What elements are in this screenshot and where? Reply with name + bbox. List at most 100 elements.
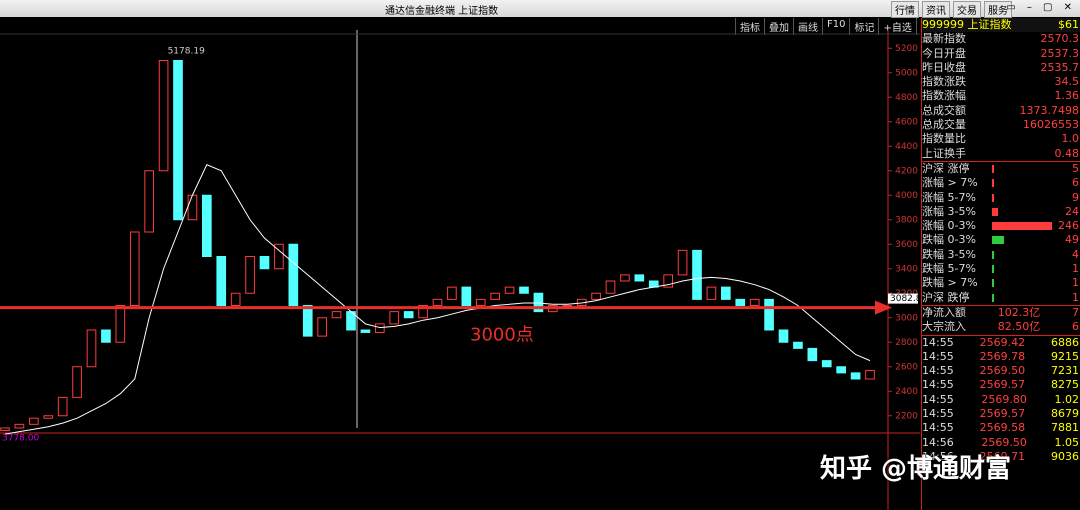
breadth-value: 49 xyxy=(1065,233,1079,247)
ma-line xyxy=(4,163,871,435)
candle-body xyxy=(86,329,97,368)
candle-body xyxy=(29,417,39,425)
breadth-row: 涨幅 0-3% 246 xyxy=(922,219,1080,233)
row-value: 1373.7498 xyxy=(1019,103,1080,117)
quote-row: 总成交量 16026553 xyxy=(922,118,1080,132)
candle-body xyxy=(432,298,443,306)
breadth-label: 沪深 涨停 xyxy=(922,161,970,175)
breadth-label: 跌幅 3-5% xyxy=(922,247,976,261)
breadth-value: 4 xyxy=(1072,247,1079,261)
candle-body xyxy=(807,347,818,362)
candle-body xyxy=(288,243,299,306)
toolbar-button[interactable]: 标记 xyxy=(849,18,878,35)
candle-body xyxy=(620,274,630,282)
candle-body xyxy=(331,311,342,319)
menu-item[interactable]: 交易 xyxy=(953,1,981,18)
quote-row: 总成交额 1373.7498 xyxy=(922,104,1080,118)
menu: 行情 资讯 交易 服务 xyxy=(891,1,1012,18)
window-controls[interactable]: ▭ – ▢ ✕ xyxy=(1006,2,1076,13)
flow-label: 净流入额 xyxy=(922,305,966,319)
candle-body xyxy=(187,194,198,221)
candle-body xyxy=(14,423,25,429)
tick-time: 14:56 xyxy=(922,435,954,449)
y-tick-label: 2400 xyxy=(895,387,918,397)
reference-label: 3082.8 xyxy=(890,294,920,304)
tick-row: 14:55 2569.57 8679 xyxy=(922,407,1080,421)
y-tick-label: 3800 xyxy=(895,215,918,225)
toolbar-button[interactable]: +自选 xyxy=(878,18,915,35)
tick-price: 2569.80 xyxy=(981,392,1027,406)
quote-row: 上证换手 0.48 xyxy=(922,147,1080,161)
annotation: 3000点 xyxy=(470,325,534,346)
tick-time: 14:55 xyxy=(922,421,954,435)
volume-label: 3778.00 xyxy=(2,434,39,444)
y-tick-label: 3000 xyxy=(895,313,918,323)
candle-body xyxy=(490,292,500,300)
candle-body xyxy=(0,427,10,431)
tick-price: 2569.71 xyxy=(979,449,1026,463)
row-label: 昨日收盘 xyxy=(922,60,966,74)
candle-body xyxy=(721,286,731,300)
menu-item[interactable]: 资讯 xyxy=(922,1,950,18)
row-label: 今日开盘 xyxy=(922,46,966,60)
breadth-row: 跌幅 0-3% 49 xyxy=(922,233,1080,247)
breadth-bar xyxy=(992,265,994,274)
candle-body xyxy=(216,256,227,306)
breadth-row: 跌幅 > 7% 1 xyxy=(922,276,1080,290)
breadth-label: 跌幅 0-3% xyxy=(922,233,976,247)
toolbar-button[interactable]: 画线 xyxy=(793,18,822,35)
breadth-value: 6 xyxy=(1072,176,1079,190)
quote-panel: 999999 上证指数 $61 最新指数 2570.3 今日开盘 2537.3 昨日收盘 25… xyxy=(921,18,1080,510)
breadth-value: 246 xyxy=(1058,219,1079,233)
candle-body xyxy=(115,305,126,343)
tick-volume: 7231 xyxy=(1050,364,1079,378)
tick-row: 14:56 2569.71 9036 xyxy=(922,450,1080,464)
candle-body xyxy=(764,298,774,331)
toolbar-button[interactable]: F10 xyxy=(822,18,849,35)
tick-time: 14:55 xyxy=(922,335,954,349)
breadth-label: 涨幅 > 7% xyxy=(922,176,978,190)
tick-row: 14:55 2569.42 6886 xyxy=(922,334,1080,350)
flow-row: 净流入额 102.3亿 7 xyxy=(922,304,1080,320)
candle-body xyxy=(706,286,717,300)
tick-row: 14:56 2569.50 1.05 xyxy=(922,436,1080,450)
y-tick-label: 4000 xyxy=(895,191,918,201)
breadth-label: 沪深 跌停 xyxy=(922,290,970,304)
y-tick-label: 4800 xyxy=(895,93,918,103)
candle-body xyxy=(144,170,154,233)
quote-row: 最新指数 2570.3 xyxy=(922,32,1080,46)
candle-body xyxy=(836,366,846,374)
menu-item[interactable]: 服务 xyxy=(984,1,1012,18)
candle-body xyxy=(173,60,183,221)
row-label: 指数涨跌 xyxy=(922,75,966,89)
candle-body xyxy=(865,369,875,380)
breadth-row: 涨幅 3-5% 24 xyxy=(922,205,1080,219)
y-tick-label: 4600 xyxy=(895,117,918,127)
flow-value: 82.50亿 xyxy=(997,320,1041,334)
tick-volume: 9215 xyxy=(1050,349,1079,363)
row-label: 总成交额 xyxy=(922,103,966,117)
breadth-bar xyxy=(992,250,994,259)
reference-arrow xyxy=(875,300,892,315)
y-tick-label: 4200 xyxy=(895,166,918,176)
watermark: 知乎 @博通财富 xyxy=(820,454,1012,484)
toolbar-button[interactable]: 指标 xyxy=(735,18,764,35)
tick-row: 14:55 2569.80 1.02 xyxy=(922,393,1080,407)
breadth-value: 1 xyxy=(1072,262,1079,276)
tick-volume: 9036 xyxy=(1050,449,1079,463)
tick-row: 14:55 2569.50 7231 xyxy=(922,364,1080,378)
candle-body xyxy=(57,396,68,417)
y-tick-label: 5000 xyxy=(895,68,918,78)
tick-price: 2569.50 xyxy=(981,435,1027,449)
candle-body xyxy=(735,298,746,306)
flow-value: 102.3亿 xyxy=(997,305,1041,319)
y-tick-label: 3400 xyxy=(895,264,918,274)
tick-price: 2569.50 xyxy=(979,364,1026,378)
tick-volume: 1.02 xyxy=(1054,392,1079,406)
menu-item[interactable]: 行情 xyxy=(891,1,919,18)
toolbar-button[interactable]: 叠加 xyxy=(764,18,793,35)
candle-body xyxy=(101,329,111,343)
breadth-bar xyxy=(992,179,994,188)
tick-time: 14:55 xyxy=(922,378,954,392)
candle-body xyxy=(533,292,544,313)
